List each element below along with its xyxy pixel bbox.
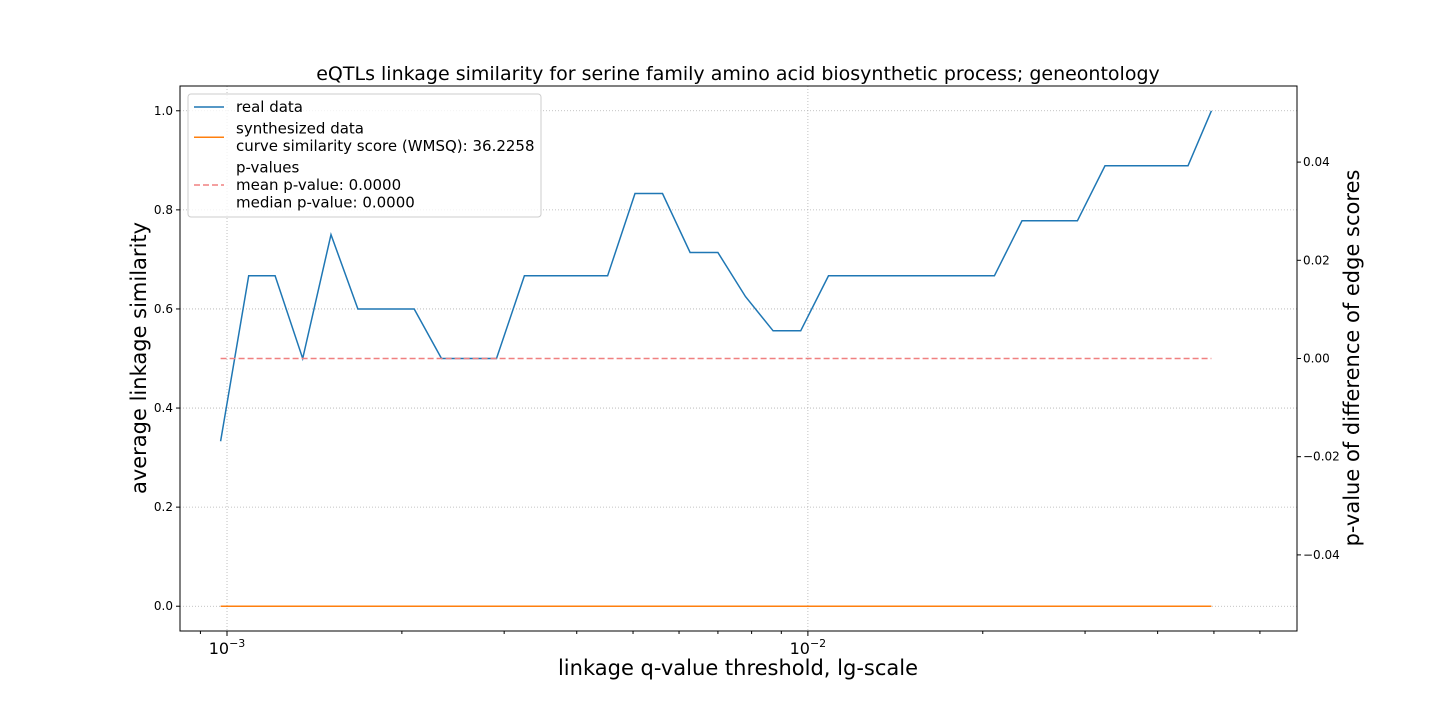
series-lines <box>219 110 1213 607</box>
legend-label: curve similarity score (WMSQ): 36.2258 <box>236 137 535 155</box>
legend-box <box>187 93 542 218</box>
y2-axis-label: p-value of difference of edge scores <box>1340 170 1364 547</box>
y-tick-label: 0.2 <box>154 500 173 514</box>
y2-tick-label: 0.04 <box>1303 155 1330 169</box>
y-tick-label: 0.8 <box>154 203 173 217</box>
x-axis-label: linkage q-value threshold, lg-scale <box>558 656 918 680</box>
y2-tick-label: −0.02 <box>1303 450 1340 464</box>
legend-label: mean p-value: 0.0000 <box>236 176 401 194</box>
legend-label: synthesized data <box>236 120 364 138</box>
y-tick-label: 0.6 <box>154 302 173 316</box>
y-axis-label: average linkage similarity <box>127 222 151 494</box>
y2-tick-label: −0.04 <box>1303 548 1340 562</box>
y-tick-label: 0.0 <box>154 599 173 613</box>
y-tick-label: 1.0 <box>154 104 173 118</box>
y-tick-label: 0.4 <box>154 401 173 415</box>
legend-label: p-values <box>236 159 300 177</box>
x-tick-label: 10−2 <box>790 637 827 658</box>
y2-tick-label: 0.02 <box>1303 253 1330 267</box>
axis-ticks: 0.0 0.2 0.4 0.6 0.8 1.0 −0.04 −0.02 0.00 0.02 0.04… <box>154 104 1340 658</box>
chart-title: eQTLs linkage similarity for serine fami… <box>316 63 1160 85</box>
legend-label: real data <box>236 98 303 116</box>
x-tick-label: 10−3 <box>209 637 246 658</box>
legend-label: median p-value: 0.0000 <box>236 194 415 212</box>
y2-tick-label: 0.00 <box>1303 352 1330 366</box>
series-line-real-data <box>219 110 1213 442</box>
